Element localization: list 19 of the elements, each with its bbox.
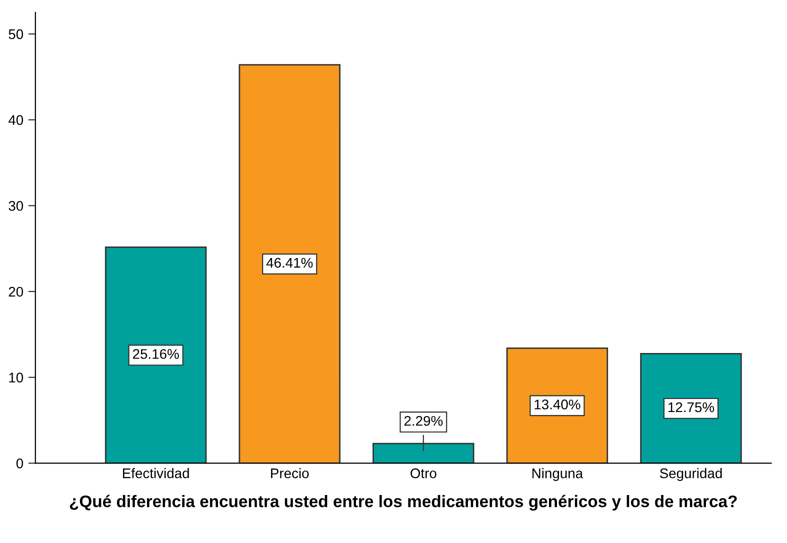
data-label: 25.16% [132,349,179,359]
y-tick-label: 20 [8,286,24,297]
data-label: 46.41% [266,258,313,268]
data-label: 12.75% [668,402,714,412]
y-tick-label: 30 [8,200,24,211]
bar [104,246,207,464]
x-tick-label: Ninguna [532,468,584,481]
x-axis-title: ¿Qué diferencia encuentra usted entre los medicamentos genéricos y los de marca? [70,494,737,511]
x-tick-label: Seguridad [660,468,722,481]
x-tick-label: Otro [410,468,436,478]
y-tick-label: 50 [8,29,24,40]
x-tick-label: Efectividad [122,468,189,478]
data-label: 2.29% [404,416,443,426]
y-tick-label: 0 [16,458,24,468]
data-label: 13.40% [534,400,580,410]
y-tick-label: 40 [8,115,24,125]
x-tick-label: Precio [271,468,309,478]
bar [238,64,340,464]
y-tick-label: 10 [9,372,24,383]
